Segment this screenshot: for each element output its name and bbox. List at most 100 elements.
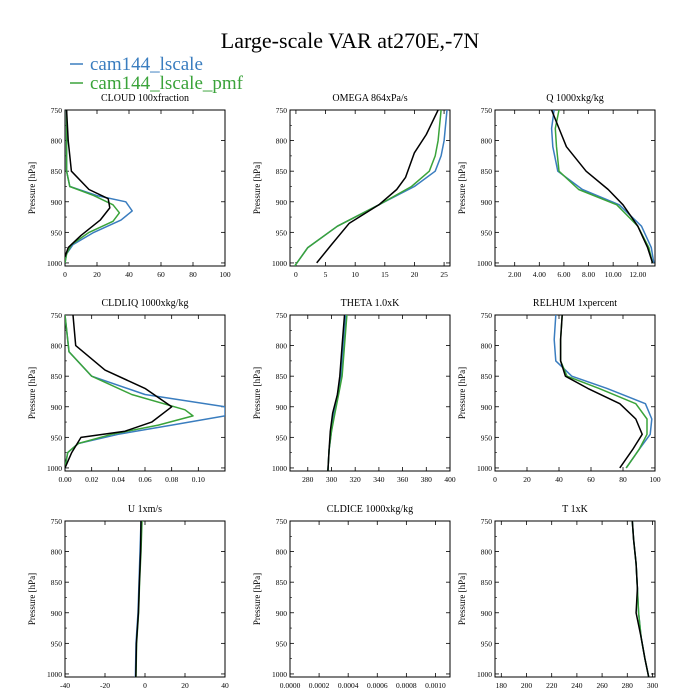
series-line-obs (631, 521, 650, 677)
y-axis-label: Pressure [hPa] (27, 367, 37, 419)
y-tick-label: 750 (481, 311, 493, 320)
series-line-pmf (294, 110, 442, 266)
plot-frame (494, 314, 656, 472)
plot-frame (64, 109, 226, 267)
series-line-obs (327, 315, 346, 471)
y-tick-label: 850 (276, 372, 288, 381)
y-tick-label: 800 (481, 342, 493, 351)
x-tick-label: 0.04 (112, 475, 125, 484)
x-tick-label: 0.00 (58, 475, 71, 484)
y-tick-label: 750 (51, 106, 63, 115)
y-tick-label: 950 (276, 433, 288, 442)
plot-frame (289, 109, 451, 267)
y-tick-label: 750 (276, 517, 288, 526)
x-tick-label: 40 (125, 270, 133, 279)
x-tick-label: 100 (219, 270, 231, 279)
x-tick-label: 0 (493, 475, 497, 484)
series-line-pmf (65, 315, 194, 469)
x-tick-label: 320 (350, 475, 362, 484)
plot-frame (494, 520, 656, 678)
x-tick-label: 100 (649, 475, 661, 484)
x-tick-label: 40 (221, 681, 229, 690)
panel-title: U 1xm/s (128, 504, 162, 515)
y-tick-label: 750 (481, 517, 493, 526)
y-tick-label: 900 (481, 609, 493, 618)
x-tick-label: 220 (546, 681, 558, 690)
y-tick-label: 900 (51, 609, 63, 618)
panel-3: CLDLIQ 1000xkg/kg Pressure [hPa] 750 800 850… (27, 298, 226, 484)
plot-frame (494, 109, 656, 267)
plot-frame (289, 314, 451, 472)
x-tick-label: 0.0010 (425, 681, 446, 690)
y-tick-label: 1000 (272, 670, 287, 679)
y-tick-label: 1000 (272, 464, 287, 473)
y-tick-label: 850 (276, 167, 288, 176)
x-tick-label: 20 (181, 681, 189, 690)
x-tick-label: 300 (647, 681, 659, 690)
figure-title: Large-scale VAR at270E,-7N (221, 28, 480, 53)
x-tick-label: 0.08 (165, 475, 178, 484)
y-tick-label: 900 (51, 403, 63, 412)
y-tick-label: 900 (276, 198, 288, 207)
y-tick-label: 800 (51, 548, 63, 557)
y-tick-label: 800 (481, 137, 493, 146)
y-tick-label: 900 (481, 198, 493, 207)
y-tick-label: 850 (51, 578, 63, 587)
x-tick-label: 0.0000 (280, 681, 301, 690)
plot-frame (64, 314, 226, 472)
x-tick-label: 260 (596, 681, 608, 690)
panel-2: Q 1000xkg/kg Pressure [hPa] 750 800 850 900 95… (457, 93, 656, 279)
x-tick-label: 6.00 (557, 270, 570, 279)
y-tick-label: 850 (481, 167, 493, 176)
y-tick-label: 900 (276, 609, 288, 618)
y-tick-label: 950 (481, 228, 493, 237)
y-tick-label: 900 (276, 403, 288, 412)
y-tick-label: 800 (276, 137, 288, 146)
x-tick-label: 200 (521, 681, 533, 690)
y-axis-label: Pressure [hPa] (252, 367, 262, 419)
x-tick-label: 10 (351, 270, 359, 279)
panel-title: CLDICE 1000xkg/kg (327, 504, 413, 515)
panel-4: THETA 1.0xK Pressure [hPa] 750 800 850 900 950… (252, 298, 456, 484)
y-tick-label: 1000 (477, 464, 492, 473)
y-tick-label: 750 (276, 311, 288, 320)
panel-1: OMEGA 864xPa/s Pressure [hPa] 750 800 850 900… (252, 93, 451, 279)
y-tick-label: 850 (51, 372, 63, 381)
series-line-lscale (65, 110, 133, 264)
y-tick-label: 800 (481, 548, 493, 557)
y-tick-label: 800 (276, 548, 288, 557)
series-line-obs (65, 110, 111, 258)
y-axis-label: Pressure [hPa] (252, 573, 262, 625)
panel-title: T 1xK (562, 504, 588, 515)
y-tick-label: 950 (481, 639, 493, 648)
y-tick-label: 950 (51, 433, 63, 442)
legend-label-lscale: cam144_lscale (90, 54, 203, 75)
x-tick-label: 0.0004 (338, 681, 359, 690)
y-tick-label: 950 (51, 228, 63, 237)
panel-title: THETA 1.0xK (341, 298, 400, 309)
y-axis-label: Pressure [hPa] (27, 162, 37, 214)
legend-label-pmf: cam144_lscale_pmf (90, 73, 244, 94)
y-tick-label: 950 (481, 433, 493, 442)
x-tick-label: 360 (397, 475, 409, 484)
y-tick-label: 950 (276, 639, 288, 648)
y-tick-label: 1000 (47, 670, 62, 679)
series-line-pmf (65, 110, 121, 264)
series-line-obs (65, 315, 173, 469)
x-tick-label: 0.0008 (396, 681, 417, 690)
x-tick-label: 0.10 (192, 475, 205, 484)
y-tick-label: 1000 (47, 259, 62, 268)
panel-title: CLDLIQ 1000xkg/kg (102, 298, 189, 309)
y-tick-label: 850 (481, 578, 493, 587)
series-line-pmf (559, 315, 648, 469)
series-line-obs (550, 110, 654, 264)
y-tick-label: 850 (276, 578, 288, 587)
y-axis-label: Pressure [hPa] (457, 162, 467, 214)
plot-frame (64, 520, 226, 678)
y-tick-label: 850 (481, 372, 493, 381)
x-tick-label: 280 (302, 475, 314, 484)
y-tick-label: 800 (276, 342, 288, 351)
x-tick-label: 0.0002 (309, 681, 330, 690)
y-tick-label: 850 (51, 167, 63, 176)
